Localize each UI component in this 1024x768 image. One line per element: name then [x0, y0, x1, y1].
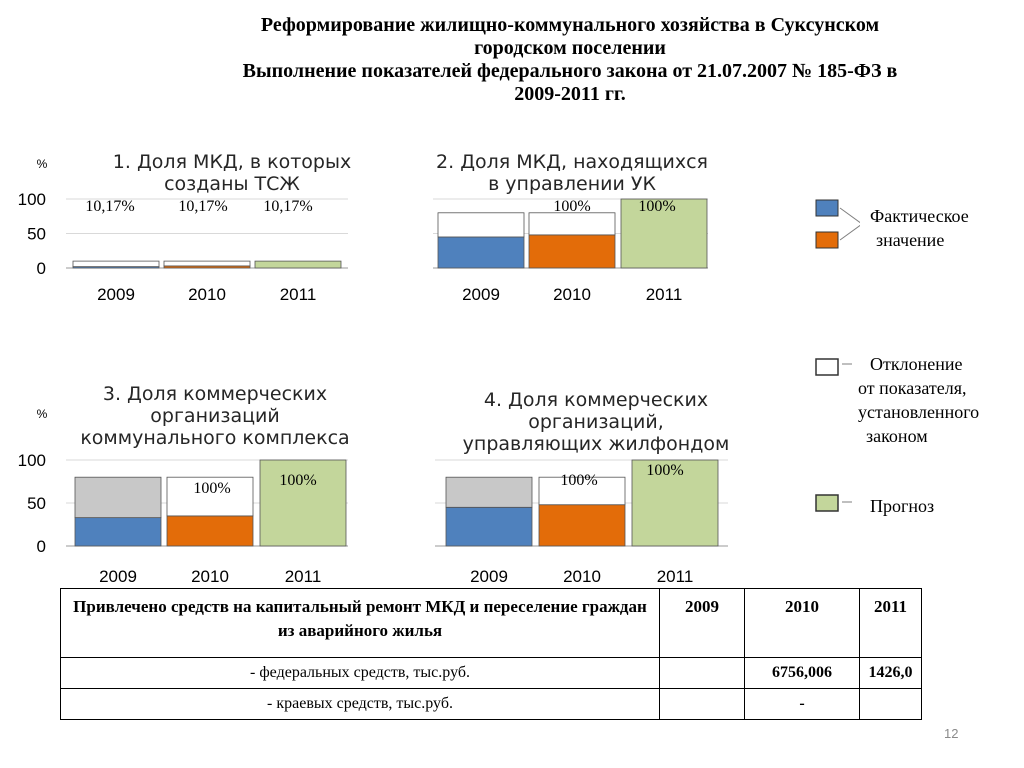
x-tick-label: 2011 — [280, 285, 317, 304]
chart-4: 4. Доля коммерческихорганизаций,управляю… — [435, 389, 729, 586]
chart-title-line: 1. Доля МКД, в которых — [113, 151, 351, 173]
bar-deviation — [538, 476, 626, 506]
title-line-3: Выполнение показателей федерального зако… — [242, 60, 898, 82]
bar-forecast — [259, 459, 347, 547]
chart-title-line: 4. Доля коммерческих — [484, 389, 708, 411]
bar-fact — [445, 506, 533, 547]
legend-connector — [839, 207, 860, 241]
legend-deviation-label: Отклонение от показателя, установленного… — [858, 352, 979, 448]
table-cell: - — [744, 688, 860, 720]
chart-title-line: 2. Доля МКД, находящихся — [436, 151, 708, 173]
data-label: 100% — [553, 198, 590, 215]
bar-deviation — [163, 260, 251, 267]
data-label: 100% — [646, 462, 683, 479]
legend-deviation-line-2: от показателя, — [858, 378, 967, 398]
x-tick-label: 2010 — [188, 285, 226, 304]
chart-title-line: коммунального комплекса — [80, 427, 349, 449]
chart-title-line: организаций, — [528, 411, 664, 433]
x-tick-label: 2009 — [462, 285, 500, 304]
table-cell — [659, 688, 745, 720]
chart-title-line: 3. Доля коммерческих — [103, 383, 327, 405]
title-line-2: городском поселении — [474, 37, 666, 59]
x-tick-label: 2011 — [285, 567, 322, 586]
data-label: 100% — [638, 198, 675, 215]
bar-fact — [74, 517, 162, 547]
chart-title-line: созданы ТСЖ — [164, 173, 300, 195]
bar-deviation — [528, 212, 616, 236]
table-header-cell: 2009 — [659, 588, 745, 658]
legend-fact-blue-swatch — [815, 199, 839, 217]
bar-fact — [538, 504, 626, 547]
y-tick-label: 50 — [27, 494, 46, 513]
chart-3: 100 50 0% 3. Доля коммерческихорганизацийко… — [18, 383, 350, 586]
bar-fact — [437, 236, 525, 269]
y-tick-label: 100 — [18, 451, 46, 470]
y-tick-label: 0 — [37, 537, 46, 556]
table-row: - федеральных средств, тыс.руб. 6756,006… — [60, 657, 922, 689]
table-header-cell: Привлечено средств на капитальный ремонт… — [60, 588, 660, 658]
table-cell — [659, 657, 745, 689]
data-label: 10,17% — [85, 198, 134, 215]
legend-deviation-line-4: законом — [866, 426, 928, 446]
x-tick-label: 2010 — [191, 567, 229, 586]
legend-deviation-line-3: установленного — [858, 402, 980, 422]
bar-deviation — [445, 476, 533, 508]
legend-forecast-swatch — [815, 494, 839, 512]
title-line-4: 2009-2011 гг. — [514, 83, 626, 105]
x-tick-label: 2009 — [470, 567, 508, 586]
table-header-cell: 2011 — [859, 588, 922, 658]
x-tick-label: 2010 — [553, 285, 591, 304]
funds-table: Привлечено средств на капитальный ремонт… — [60, 588, 922, 720]
table-cell: 1426,0 — [859, 657, 922, 689]
legend-deviation-line-1: Отклонение — [870, 354, 963, 374]
chart-title-line: в управлении УК — [488, 173, 656, 195]
legend-fact-orange-swatch — [815, 231, 839, 249]
bar-deviation — [437, 212, 525, 238]
data-label: 100% — [193, 480, 230, 497]
table-cell: - федеральных средств, тыс.руб. — [60, 657, 660, 689]
legend-fact-line-2: значение — [876, 230, 945, 250]
y-tick-label: 100 — [18, 190, 46, 209]
legend-forecast-label: Прогноз — [870, 496, 935, 516]
bar-fact — [528, 234, 616, 269]
y-tick-label: 50 — [27, 225, 46, 244]
bar-deviation — [74, 476, 162, 519]
table-header-row: Привлечено средств на капитальный ремонт… — [60, 588, 922, 658]
y-axis-label: % — [37, 157, 48, 171]
title-line-1: Реформирование жилищно-коммунального хоз… — [260, 14, 880, 36]
x-tick-label: 2010 — [563, 567, 601, 586]
x-tick-label: 2011 — [646, 285, 683, 304]
slide-number: 12 — [944, 726, 959, 741]
bar-deviation — [166, 476, 254, 517]
table-cell — [859, 688, 922, 720]
x-tick-label: 2009 — [97, 285, 135, 304]
bar-fact — [166, 515, 254, 547]
data-label: 100% — [560, 472, 597, 489]
bar-forecast — [620, 198, 708, 269]
x-tick-label: 2011 — [657, 567, 694, 586]
legend-swatches — [815, 199, 860, 512]
x-tick-label: 2009 — [99, 567, 137, 586]
bar-forecast — [254, 260, 342, 269]
legend-deviation-swatch — [815, 358, 839, 376]
table-cell: - краевых средств, тыс.руб. — [60, 688, 660, 720]
y-tick-label: 0 — [37, 259, 46, 278]
data-label: 10,17% — [263, 198, 312, 215]
table-header-cell: 2010 — [744, 588, 860, 658]
slide-title: Реформирование жилищно-коммунального хоз… — [150, 14, 990, 106]
chart-title-line: организаций — [150, 405, 279, 427]
y-axis-label: % — [37, 407, 48, 421]
chart-title-line: управляющих жилфондом — [463, 433, 730, 455]
legend-fact-line-1: Фактическое — [870, 206, 969, 226]
legend-fact-label: Фактическое значение — [870, 204, 969, 252]
data-label: 100% — [279, 472, 316, 489]
data-label: 10,17% — [178, 198, 227, 215]
table-row: - краевых средств, тыс.руб. - — [60, 688, 922, 720]
table-cell: 6756,006 — [744, 657, 860, 689]
bar-deviation — [72, 260, 160, 268]
bar-forecast — [631, 459, 719, 547]
